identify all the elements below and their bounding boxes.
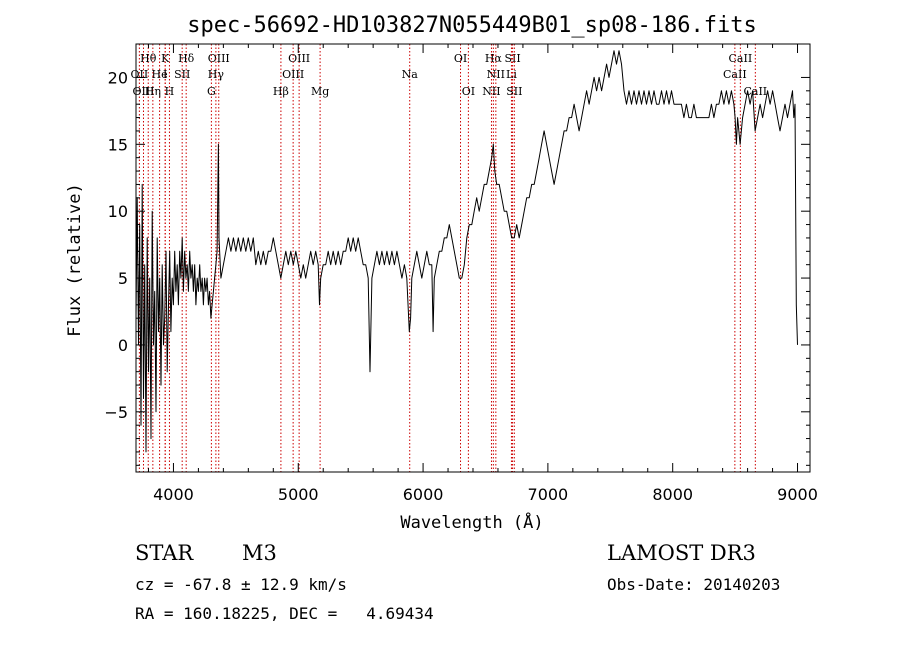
marker-label: CaII — [743, 85, 767, 98]
marker-label: OIII — [132, 85, 154, 98]
marker-label: NII — [482, 85, 500, 98]
x-tick-label: 9000 — [777, 485, 818, 504]
marker-label: Hη — [145, 85, 161, 98]
x-tick-label: 7000 — [528, 485, 569, 504]
spectrum-series — [135, 50, 798, 453]
marker-label: CaII — [723, 68, 747, 81]
y-tick-label: 0 — [118, 336, 128, 355]
x-tick-label: 4000 — [153, 485, 194, 504]
marker-label: OI — [462, 85, 475, 98]
marker-label: Mg — [311, 85, 329, 98]
x-axis: 4000 5000 6000 7000 8000 9000 — [147, 44, 818, 504]
y-tick-label: 5 — [118, 269, 128, 288]
marker-label: OIII — [208, 52, 230, 65]
marker-label: I — [163, 68, 167, 81]
marker-label: G — [207, 85, 216, 98]
marker-label: SII — [504, 52, 520, 65]
marker-label: Hβ — [273, 85, 289, 98]
x-tick-label: 6000 — [403, 485, 444, 504]
y-axis: −5 0 5 10 15 20 — [104, 68, 810, 466]
coordinates-info: RA = 160.18225, DEC = 4.69434 — [135, 604, 434, 623]
y-tick-label: 20 — [108, 68, 128, 87]
marker-label: SII — [506, 85, 522, 98]
x-tick-label: 8000 — [652, 485, 693, 504]
marker-label: NII — [487, 68, 505, 81]
redshift-info: cz = -67.8 ± 12.9 km/s — [135, 575, 347, 594]
object-class: STAR — [135, 541, 194, 565]
marker-label: Hγ — [208, 68, 225, 81]
chart-title: spec-56692-HD103827N055449B01_sp08-186.f… — [187, 13, 757, 38]
marker-label: CaII — [729, 52, 753, 65]
x-tick-label: 5000 — [278, 485, 319, 504]
x-axis-label: Wavelength (Å) — [400, 511, 543, 533]
marker-label: Hα — [485, 52, 503, 65]
marker-label: OIII — [288, 52, 310, 65]
y-tick-label: 10 — [108, 202, 128, 221]
marker-label: He — [152, 68, 168, 81]
observation-date: Obs-Date: 20140203 — [607, 575, 780, 594]
marker-label: SII — [174, 68, 190, 81]
y-axis-label: Flux (relative) — [65, 183, 85, 337]
marker-label: OI — [454, 52, 467, 65]
survey-name: LAMOST DR3 — [607, 541, 756, 565]
y-tick-label: 15 — [108, 135, 128, 154]
marker-label: H — [165, 85, 175, 98]
plot-frame — [135, 43, 811, 473]
y-tick-label: −5 — [104, 403, 128, 422]
marker-label: Li — [506, 68, 517, 81]
object-subclass: M3 — [242, 541, 277, 565]
marker-label: OII — [131, 68, 149, 81]
spectrum-line-flux — [135, 50, 798, 453]
marker-label: Na — [402, 68, 419, 81]
marker-label: Hθ — [140, 52, 157, 65]
marker-label: Hδ — [178, 52, 195, 65]
marker-label: OIII — [282, 68, 304, 81]
